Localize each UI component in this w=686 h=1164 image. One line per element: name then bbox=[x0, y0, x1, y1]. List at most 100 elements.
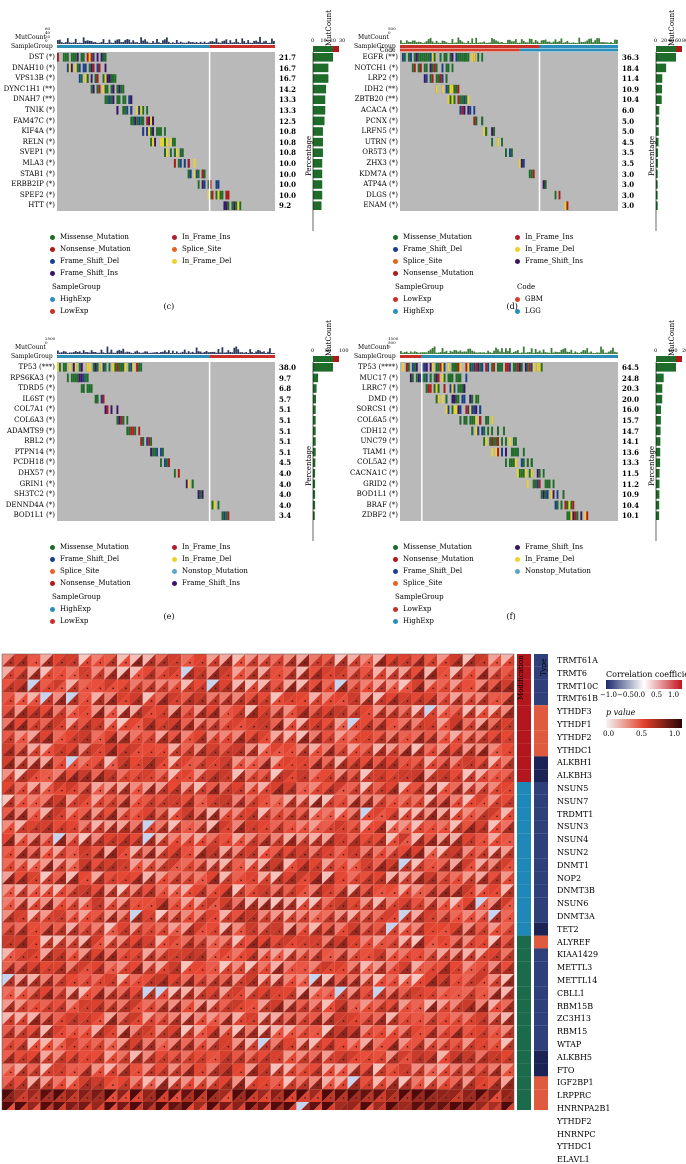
mutation-cell bbox=[120, 363, 122, 372]
mutation-cell bbox=[168, 458, 170, 467]
significance-dot bbox=[458, 688, 460, 690]
significance-dot bbox=[266, 880, 268, 882]
significance-dot bbox=[189, 854, 191, 856]
significance-dot bbox=[151, 726, 153, 728]
mutation-cell bbox=[574, 511, 576, 520]
significance-dot bbox=[458, 752, 460, 754]
mutation-cell bbox=[457, 53, 459, 62]
matcount-bar bbox=[243, 41, 245, 44]
significance-dot bbox=[138, 969, 140, 971]
significance-dot bbox=[138, 777, 140, 779]
mutation-cell bbox=[103, 53, 105, 62]
mutation-cell bbox=[103, 74, 105, 83]
matcount-bar bbox=[101, 350, 103, 354]
significance-dot bbox=[496, 905, 498, 907]
samplegroup-label: SampleGroup bbox=[11, 353, 53, 360]
mutation-cell bbox=[457, 395, 459, 404]
significance-dot bbox=[509, 956, 511, 958]
significance-dot bbox=[61, 816, 63, 818]
mutation-cell bbox=[455, 374, 457, 383]
significance-dot bbox=[458, 995, 460, 997]
matcount-bar bbox=[87, 352, 89, 354]
matcount-bar bbox=[531, 348, 533, 354]
significance-dot bbox=[496, 790, 498, 792]
significance-dot bbox=[48, 816, 50, 818]
percent-label: 3.0 bbox=[622, 191, 634, 200]
significance-dot bbox=[253, 764, 255, 766]
mutation-cell bbox=[564, 501, 566, 510]
significance-dot bbox=[189, 841, 191, 843]
significance-dot bbox=[458, 918, 460, 920]
mutation-cell bbox=[426, 64, 428, 73]
significance-dot bbox=[125, 816, 127, 818]
mutation-cell bbox=[515, 437, 517, 446]
samplegroup-bar-1 bbox=[57, 45, 210, 48]
mutation-cell bbox=[198, 170, 200, 179]
side-bar bbox=[313, 53, 333, 62]
matcount-bar bbox=[132, 353, 134, 354]
matcount-bar bbox=[416, 42, 418, 44]
significance-dot bbox=[496, 931, 498, 933]
significance-dot bbox=[87, 790, 89, 792]
matcount-bar bbox=[241, 352, 243, 354]
significance-dot bbox=[343, 931, 345, 933]
matcount-bar bbox=[212, 352, 214, 354]
significance-dot bbox=[317, 841, 319, 843]
percent-label: 14.7 bbox=[622, 427, 639, 436]
significance-dot bbox=[356, 700, 358, 702]
mutation-cell bbox=[539, 480, 541, 489]
significance-dot bbox=[368, 982, 370, 984]
mutation-cell bbox=[475, 405, 477, 414]
matcount-bar bbox=[122, 349, 124, 354]
mutation-cell bbox=[426, 53, 428, 62]
matcount-bar bbox=[71, 353, 73, 354]
significance-dot bbox=[189, 905, 191, 907]
matcount-bar bbox=[479, 42, 481, 44]
significance-dot bbox=[176, 892, 178, 894]
matcount-bar bbox=[255, 41, 257, 44]
significance-dot bbox=[151, 969, 153, 971]
matcount-bar bbox=[178, 43, 180, 44]
significance-dot bbox=[266, 713, 268, 715]
percent-label: 12.5 bbox=[279, 117, 296, 126]
matcount-bar bbox=[519, 43, 521, 44]
matcount-bar bbox=[457, 37, 459, 44]
mutation-cell bbox=[572, 511, 574, 520]
significance-dot bbox=[356, 854, 358, 856]
significance-dot bbox=[215, 969, 217, 971]
matcount-bar bbox=[176, 351, 178, 354]
mutation-cell bbox=[446, 64, 448, 73]
significance-dot bbox=[151, 752, 153, 754]
mutation-cell bbox=[491, 427, 493, 436]
significance-dot bbox=[74, 880, 76, 882]
significance-dot bbox=[279, 1008, 281, 1010]
significance-dot bbox=[164, 905, 166, 907]
mutation-cell bbox=[107, 74, 109, 83]
significance-dot bbox=[112, 713, 114, 715]
significance-dot bbox=[87, 867, 89, 869]
mutation-cell bbox=[218, 501, 220, 510]
mutation-cell bbox=[497, 363, 499, 372]
mutation-cell bbox=[436, 363, 438, 372]
legend-dot bbox=[515, 297, 520, 302]
mutation-cell bbox=[557, 490, 559, 499]
matcount-bar bbox=[105, 43, 107, 44]
samplegroup-legend-title: SampleGroup bbox=[52, 283, 101, 291]
mutation-cell bbox=[75, 64, 77, 73]
significance-dot bbox=[202, 726, 204, 728]
matcount-label: MutCount bbox=[15, 34, 46, 41]
significance-dot bbox=[240, 944, 242, 946]
significance-dot bbox=[317, 828, 319, 830]
significance-dot bbox=[125, 828, 127, 830]
matcount-bar bbox=[541, 40, 543, 44]
significance-dot bbox=[432, 969, 434, 971]
significance-dot bbox=[48, 854, 50, 856]
matcount-bar bbox=[491, 38, 493, 44]
significance-dot bbox=[176, 1020, 178, 1022]
gene-label: TP53 (****) bbox=[358, 363, 398, 371]
matcount-bar bbox=[168, 42, 170, 44]
mutation-cell bbox=[505, 437, 507, 446]
significance-dot bbox=[266, 662, 268, 664]
gene-label: SPEF2 (*) bbox=[20, 191, 55, 199]
matcount-bar bbox=[446, 351, 448, 354]
